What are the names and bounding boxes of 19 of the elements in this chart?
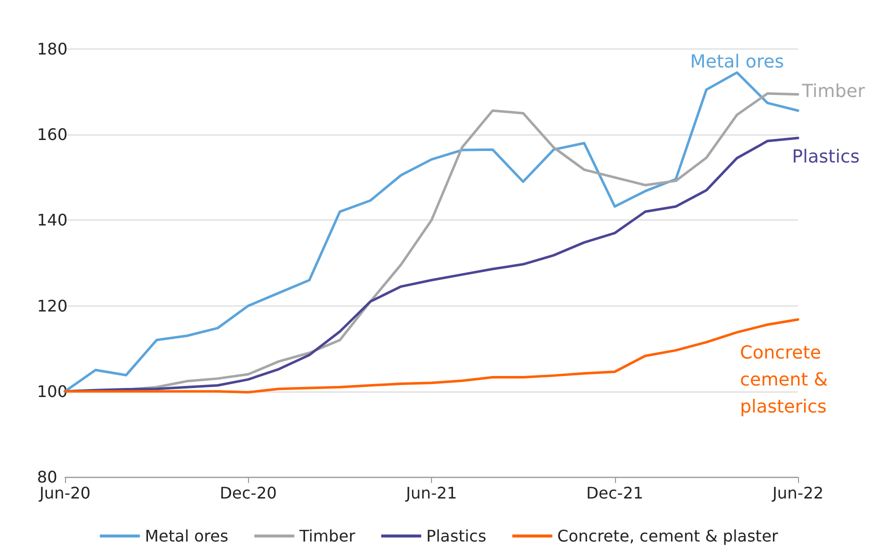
text: Timber	[801, 81, 866, 102]
x-tick-label: Jun-21	[404, 484, 458, 502]
legend-label: Timber	[298, 526, 356, 546]
x-tick-label: Jun-22	[771, 484, 824, 502]
annotation: Metal ores	[690, 52, 784, 73]
x-tick-label: Dec-21	[586, 484, 644, 502]
y-tick-label: 120	[37, 296, 68, 316]
x-tick-label: Jun-20	[38, 484, 91, 502]
annotation: Concrete cement & plasterics	[740, 342, 828, 418]
x-tick-label: Dec-20	[220, 484, 277, 502]
y-tick-label: 80	[37, 468, 58, 486]
legend-label: Metal ores	[144, 526, 228, 546]
y-tick-label: 100	[37, 382, 68, 401]
y-tick-label: 180	[37, 40, 68, 58]
y-tick-label: 160	[37, 125, 68, 144]
legend-label: Concrete, cement & plaster	[557, 526, 779, 546]
y-tick-label: 140	[37, 210, 68, 230]
legend-label: Plastics	[426, 526, 486, 546]
annotation: Plastics	[792, 146, 860, 168]
